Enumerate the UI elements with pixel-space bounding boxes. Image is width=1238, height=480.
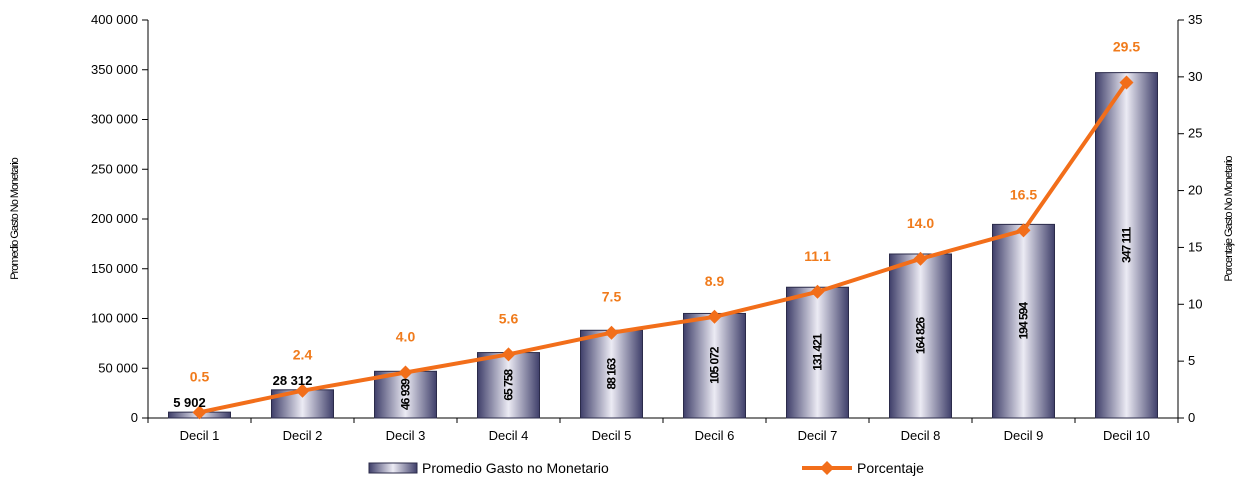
- bar-value-label: 347 111: [1120, 226, 1134, 262]
- right-tick-label: 0: [1188, 410, 1195, 425]
- bar-value-label: 105 072: [708, 346, 722, 384]
- legend-bar-swatch: [368, 462, 418, 474]
- y-axis-left-title: Promedio Gasto No Monetario: [9, 157, 21, 279]
- bar-value-label: 28 312: [273, 373, 313, 388]
- line-point: [295, 383, 310, 398]
- bar: [992, 223, 1055, 419]
- bar-value-label: 88 163: [605, 357, 619, 389]
- bar: [1095, 72, 1158, 419]
- line-point: [707, 309, 722, 324]
- x-tick-label: Decil 5: [592, 428, 632, 443]
- bar-value-label: 65 758: [502, 369, 516, 401]
- line-value-label: 2.4: [293, 347, 313, 363]
- x-tick-label: Decil 3: [386, 428, 426, 443]
- legend-bar-label: Promedio Gasto no Monetario: [422, 460, 609, 476]
- line-value-label: 4.0: [396, 329, 416, 345]
- left-tick-label: 50 000: [98, 360, 138, 375]
- x-tick-label: Decil 6: [695, 428, 735, 443]
- left-tick-label: 0: [131, 410, 138, 425]
- line-layer: [192, 75, 1134, 420]
- labels-layer: 5 902 28 312 46 939 65 758 88 163 105 072 131 …: [173, 39, 1140, 411]
- left-tick-label: 400 000: [91, 12, 138, 27]
- bars-layer: [168, 72, 1158, 419]
- line-point: [501, 347, 516, 362]
- right-tick-label: 30: [1188, 69, 1202, 84]
- left-tick-label: 350 000: [91, 62, 138, 77]
- right-tick-label: 35: [1188, 12, 1202, 27]
- left-tick-label: 200 000: [91, 211, 138, 226]
- left-tick-label: 100 000: [91, 311, 138, 326]
- x-tick-label: Decil 10: [1103, 428, 1150, 443]
- bar-value-label: 164 826: [914, 316, 928, 354]
- right-tick-label: 20: [1188, 183, 1202, 198]
- bar: [786, 286, 849, 419]
- bar-value-label: 46 939: [399, 378, 413, 410]
- legend: Promedio Gasto no Monetario Porcentaje: [368, 460, 924, 476]
- line-point: [810, 284, 825, 299]
- bar: [477, 352, 540, 419]
- line-value-label: 16.5: [1010, 186, 1037, 202]
- line-point: [192, 405, 207, 420]
- line-point: [604, 325, 619, 340]
- line-point: [398, 365, 413, 380]
- right-tick-label: 15: [1188, 239, 1202, 254]
- line-point: [1119, 75, 1134, 90]
- bar-value-label: 5 902: [173, 395, 206, 410]
- left-tick-label: 250 000: [91, 161, 138, 176]
- line-point: [1016, 223, 1031, 238]
- bar: [683, 312, 746, 419]
- line-value-label: 11.1: [804, 248, 831, 264]
- legend-line-label: Porcentaje: [857, 460, 924, 476]
- bar: [889, 253, 952, 419]
- bar-value-label: 131 421: [811, 333, 825, 371]
- legend-line-marker: [820, 461, 834, 475]
- line-point: [913, 251, 928, 266]
- left-tick-label: 300 000: [91, 112, 138, 127]
- bar-value-label: 194 594: [1017, 302, 1031, 340]
- line-value-label: 5.6: [499, 310, 519, 326]
- x-tick-label: Decil 7: [798, 428, 838, 443]
- left-tick-label: 150 000: [91, 261, 138, 276]
- x-tick-label: Decil 2: [283, 428, 323, 443]
- porcentaje-line: [199, 81, 1129, 415]
- right-tick-label: 10: [1188, 296, 1202, 311]
- x-tick-label: Decil 1: [180, 428, 220, 443]
- line-value-label: 14.0: [907, 215, 934, 231]
- line-value-label: 0.5: [190, 368, 210, 384]
- line-value-label: 8.9: [705, 273, 725, 289]
- line-value-label: 29.5: [1113, 39, 1140, 55]
- y-axis-right-title: Porcentaje Gasto No Monetario: [1223, 156, 1235, 282]
- line-value-label: 7.5: [602, 289, 622, 305]
- right-tick-label: 5: [1188, 353, 1195, 368]
- x-tick-label: Decil 8: [901, 428, 941, 443]
- bar: [580, 329, 643, 419]
- x-tick-label: Decil 4: [489, 428, 529, 443]
- x-tick-label: Decil 9: [1004, 428, 1044, 443]
- right-tick-label: 25: [1188, 126, 1202, 141]
